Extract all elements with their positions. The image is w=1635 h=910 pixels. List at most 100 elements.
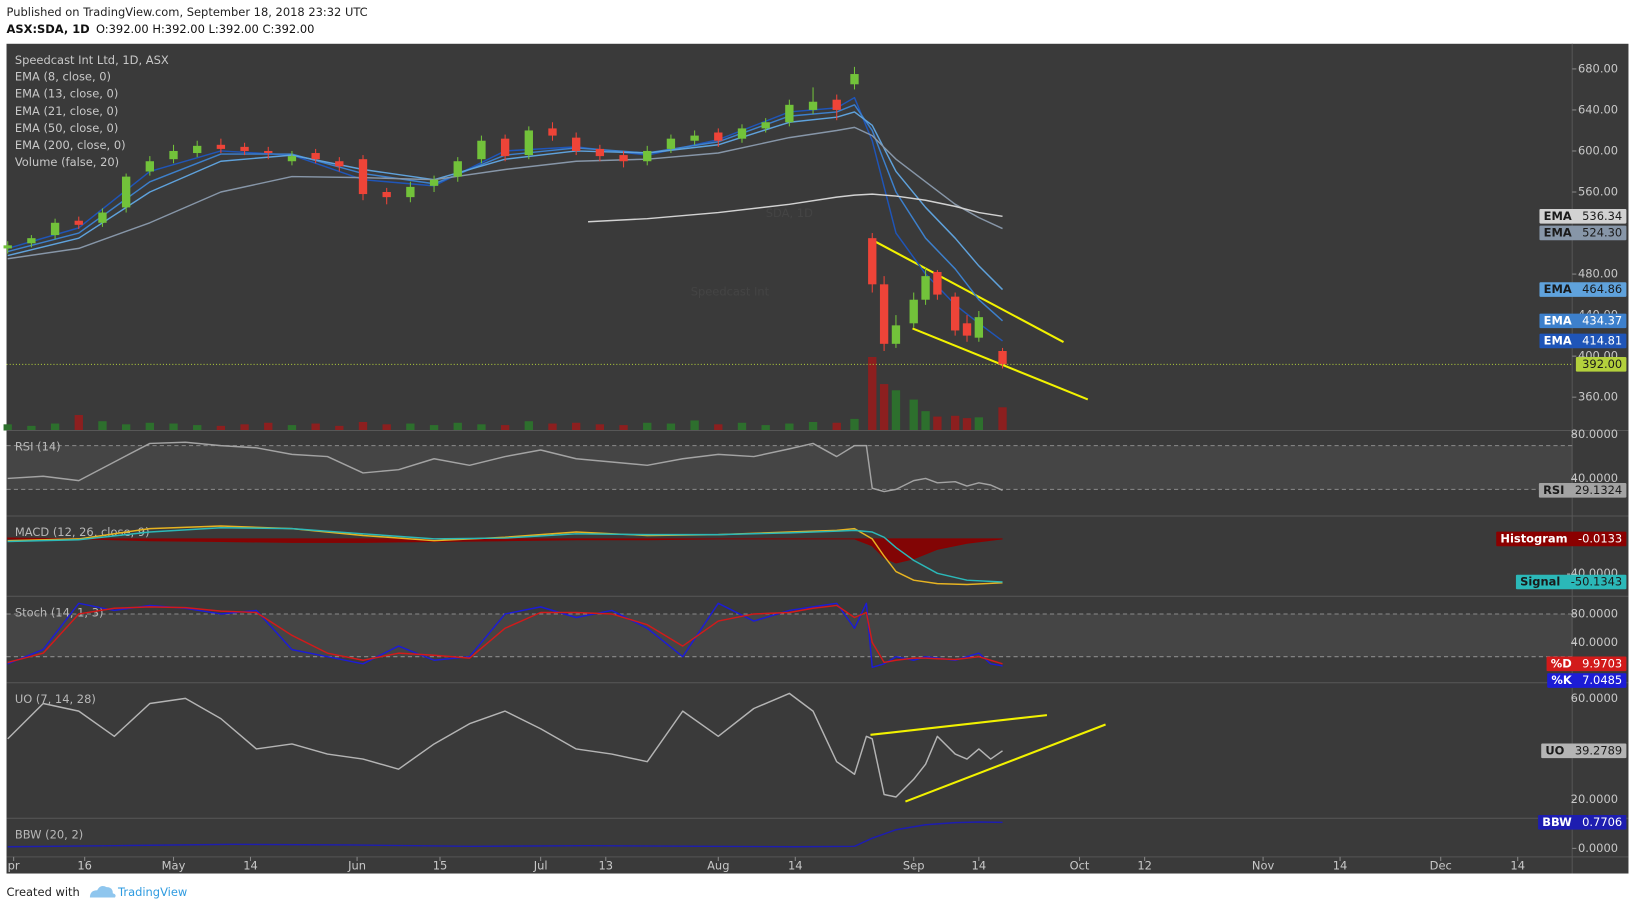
volume-bar xyxy=(737,422,747,431)
x-tick-label: 15 xyxy=(433,859,448,873)
value-box-label: 464.86 xyxy=(1582,282,1622,296)
x-tick-label: Jul xyxy=(533,859,548,873)
watermark-symbol: SDA, 1D xyxy=(766,206,813,220)
value-box-label: 536.34 xyxy=(1582,209,1622,223)
panel-title: UO (7, 14, 28) xyxy=(15,692,96,706)
band-fill xyxy=(6,445,1573,490)
candle-body xyxy=(524,130,533,156)
x-tick-label: Oct xyxy=(1070,859,1090,873)
candle-body xyxy=(666,138,676,149)
volume-bar xyxy=(240,424,249,431)
legend-entry: EMA (13, close, 0) xyxy=(15,87,118,101)
footer-created: Created with xyxy=(7,885,80,899)
candle-body xyxy=(921,276,930,300)
value-box xyxy=(1539,333,1627,349)
candle-body xyxy=(477,140,486,160)
value-box-tag: BBW xyxy=(1542,815,1572,829)
candle-body xyxy=(406,186,415,198)
candle-body xyxy=(382,192,391,198)
indicator-line xyxy=(7,441,1003,493)
value-box-label: 29.1324 xyxy=(1575,483,1622,497)
value-box-tag: %D xyxy=(1551,656,1572,670)
x-tick-label: May xyxy=(162,859,186,873)
candle-body xyxy=(808,101,818,110)
legend-entry: EMA (21, close, 0) xyxy=(15,104,118,118)
trend-line xyxy=(870,714,1048,736)
y-tick-label: 80.0000 xyxy=(1571,606,1618,620)
x-tick-label: 14 xyxy=(972,859,987,873)
footer-brand[interactable]: TradingView xyxy=(117,885,187,899)
histogram-area xyxy=(7,537,1003,564)
volume-bar xyxy=(121,424,131,431)
y-tick-label: 0.0000 xyxy=(1578,841,1618,855)
value-box xyxy=(1496,531,1627,547)
value-box-label: 524.30 xyxy=(1582,225,1622,239)
candle-body xyxy=(868,238,877,285)
x-tick-label: 12 xyxy=(1137,859,1152,873)
candle-body xyxy=(714,132,723,141)
indicator-line xyxy=(7,604,1003,665)
volume-bar xyxy=(832,422,841,431)
candle-body xyxy=(690,135,699,141)
value-box-label: 392.00 xyxy=(1582,357,1622,371)
candle-body xyxy=(169,150,178,160)
value-box xyxy=(1539,225,1627,241)
value-box-label: 414.81 xyxy=(1582,333,1622,347)
candle-body xyxy=(595,148,605,157)
value-box xyxy=(1539,208,1627,224)
volume-bar xyxy=(358,421,368,431)
panel-title: BBW (20, 2) xyxy=(15,827,83,841)
ema-line xyxy=(7,111,1004,291)
volume-bar xyxy=(50,423,60,431)
x-tick-label: Sep xyxy=(903,859,925,873)
value-box-tag: EMA xyxy=(1544,333,1572,347)
volume-bar xyxy=(808,421,818,431)
candle-body xyxy=(121,176,131,208)
x-tick-label: Dec xyxy=(1430,859,1452,873)
x-tick-label: 14 xyxy=(1510,859,1525,873)
ema-line xyxy=(7,104,1004,322)
value-box xyxy=(1539,313,1627,329)
x-tick-label: Jun xyxy=(347,859,366,873)
x-tick-label: 14 xyxy=(1333,859,1348,873)
y-tick-label: 680.00 xyxy=(1578,61,1618,75)
watermark-name: Speedcast Int xyxy=(691,284,770,298)
legend-entry: Volume (false, 20) xyxy=(15,155,119,169)
y-tick-label: 20.0000 xyxy=(1571,792,1618,806)
y-tick-label: 40.0000 xyxy=(1571,471,1618,485)
candle-body xyxy=(358,159,368,195)
value-box-label: -0.0133 xyxy=(1578,531,1622,545)
candle-body xyxy=(429,179,439,186)
value-box-tag: EMA xyxy=(1544,282,1572,296)
brand-logo xyxy=(89,886,116,898)
volume-bar xyxy=(216,425,226,431)
volume-bar xyxy=(666,423,676,431)
candle-body xyxy=(216,144,226,149)
value-box xyxy=(1515,574,1627,590)
y-tick-label: 80.0000 xyxy=(1571,427,1618,441)
value-box-tag: %K xyxy=(1551,673,1572,687)
published-note: Published on TradingView.com, September … xyxy=(7,5,368,19)
volume-bar xyxy=(933,416,942,431)
candle-body xyxy=(909,299,918,324)
value-box-tag: EMA xyxy=(1544,313,1572,327)
indicator-line xyxy=(7,821,1003,848)
y-tick-label: 640.00 xyxy=(1578,102,1618,116)
volume-bar xyxy=(868,357,877,431)
chart-background xyxy=(6,43,1629,874)
candle-body xyxy=(193,145,202,154)
volume-bar xyxy=(193,425,202,431)
y-tick-label: 360.00 xyxy=(1578,390,1618,404)
x-tick-label: 14 xyxy=(243,859,258,873)
candle-body xyxy=(950,296,960,331)
volume-bar xyxy=(27,425,36,431)
value-box-label: 39.2789 xyxy=(1575,743,1622,757)
candle-body xyxy=(761,122,770,129)
volume-bar xyxy=(500,425,510,431)
symbol-line: ASX:SDA, 1D O:392.00 H:392.00 L:392.00 C:… xyxy=(7,22,315,36)
candle-body xyxy=(737,128,747,139)
symbol: ASX:SDA, 1D xyxy=(7,22,90,36)
candle-body xyxy=(891,325,901,344)
value-box-label: -50.1343 xyxy=(1571,575,1623,589)
candle-body xyxy=(619,155,628,162)
